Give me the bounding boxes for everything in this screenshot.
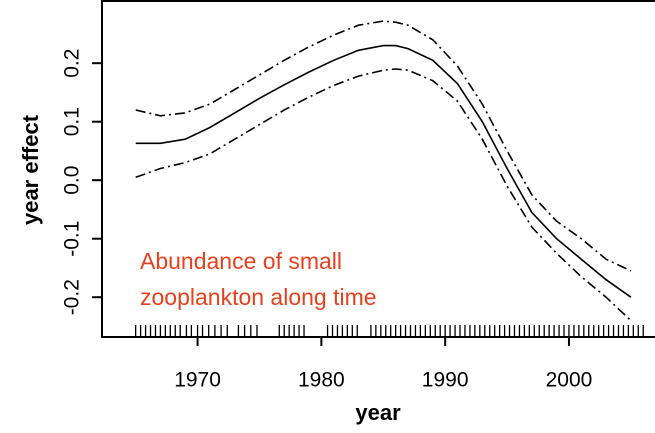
series-line — [135, 44, 632, 298]
y-tick-label: -0.1 — [61, 221, 84, 257]
y-tick-label: -0.2 — [61, 279, 84, 315]
x-tick-label: 1990 — [422, 369, 469, 392]
x-tick-label: 1980 — [298, 369, 345, 392]
y-tick-label: 0.0 — [61, 166, 84, 195]
x-tick-label: 1970 — [174, 369, 221, 392]
x-axis-label: year — [355, 400, 401, 425]
series-line — [135, 68, 632, 322]
x-tick-label: 2000 — [546, 369, 593, 392]
y-axis-label: year effect — [18, 114, 43, 225]
annotation: Abundance of small — [140, 248, 342, 274]
series-line — [135, 20, 632, 272]
plot-frame — [101, 0, 655, 338]
annotation: zooplankton along time — [140, 284, 377, 310]
y-tick-label: 0.1 — [61, 107, 84, 136]
y-tick-label: 0.2 — [61, 49, 84, 78]
